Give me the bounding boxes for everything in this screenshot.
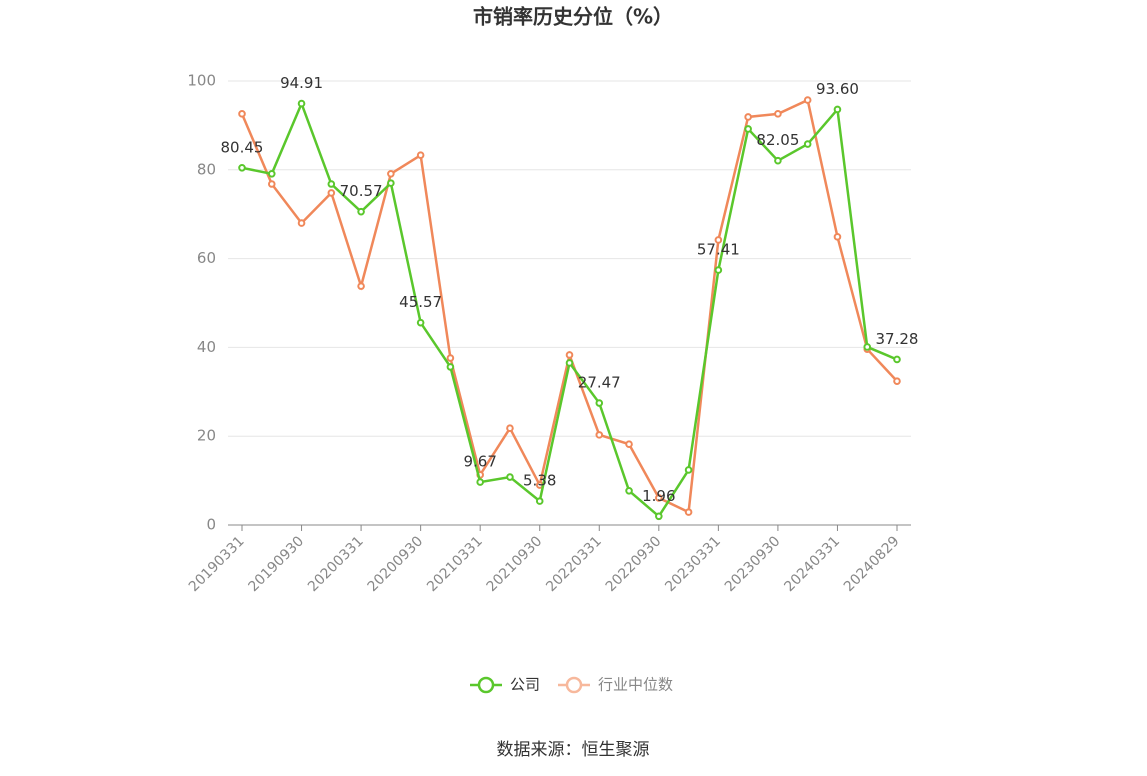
- x-tick-label: 20210331: [424, 533, 486, 595]
- data-label: 82.05: [756, 131, 799, 149]
- legend-item: 公司: [470, 676, 540, 694]
- x-tick-label: 20220930: [603, 533, 665, 595]
- legend-label: 公司: [510, 676, 540, 694]
- legend-label: 行业中位数: [598, 676, 673, 694]
- data-label: 1.96: [642, 487, 675, 505]
- x-tick-label: 20240331: [781, 533, 843, 595]
- data-label: 5.38: [523, 472, 556, 490]
- source: 数据来源：恒生聚源: [497, 740, 650, 760]
- series-line: [241, 100, 898, 519]
- x-tick-label: 20240829: [841, 533, 903, 595]
- data-label: 94.91: [280, 74, 323, 92]
- data-point: [625, 487, 633, 495]
- y-tick-label: 100: [187, 72, 216, 90]
- x-tick-label: 20210930: [484, 533, 546, 595]
- chart-title: 市销率历史分位（%）: [473, 5, 673, 29]
- data-point: [744, 125, 752, 133]
- data-point: [893, 355, 901, 364]
- data-point: [565, 359, 574, 367]
- data-point: [714, 236, 723, 244]
- data-point: [327, 189, 336, 197]
- data-point: [803, 96, 812, 104]
- data-point: [803, 140, 812, 148]
- data-point: [446, 354, 455, 362]
- data-label: 70.57: [340, 182, 383, 200]
- x-tick-label: 20200930: [365, 533, 427, 595]
- data-point: [595, 399, 604, 407]
- data-point: [416, 151, 425, 159]
- data-point: [684, 466, 693, 474]
- data-point: [744, 113, 752, 121]
- data-point: [714, 266, 723, 274]
- data-point: [357, 282, 365, 290]
- data-point: [684, 508, 693, 516]
- data-point: [893, 377, 901, 385]
- data-label: 93.60: [816, 80, 859, 98]
- data-point: [267, 169, 276, 178]
- data-point: [565, 351, 574, 359]
- data-point: [506, 473, 514, 481]
- data-point: [297, 99, 306, 108]
- data-point: [297, 219, 306, 227]
- data-point: [416, 318, 425, 327]
- data-label: 57.41: [697, 241, 740, 259]
- data-point: [833, 105, 842, 114]
- legend-item: 行业中位数: [558, 676, 673, 694]
- x-tick-label: 20190331: [186, 533, 248, 595]
- data-point: [238, 110, 246, 118]
- data-point: [387, 179, 395, 187]
- data-point: [357, 207, 365, 216]
- y-tick-label: 0: [206, 516, 216, 534]
- data-point: [595, 431, 604, 439]
- data-point: [387, 169, 395, 178]
- y-tick-label: 80: [197, 160, 216, 178]
- series-line: [240, 98, 898, 515]
- data-point: [774, 156, 782, 165]
- data-point: [535, 497, 544, 505]
- data-point: [625, 440, 633, 448]
- legend-marker: [477, 676, 495, 694]
- data-label: 45.57: [399, 293, 442, 311]
- data-point: [833, 233, 842, 241]
- x-tick-label: 20230331: [662, 533, 724, 595]
- data-point: [774, 110, 782, 118]
- data-point: [327, 180, 336, 188]
- y-tick-label: 60: [197, 249, 216, 267]
- x-tick-label: 20220331: [543, 533, 605, 595]
- data-point: [863, 343, 872, 351]
- data-point: [446, 363, 455, 371]
- legend-marker: [565, 676, 583, 694]
- x-tick-label: 20190930: [245, 533, 307, 595]
- data-label: 37.28: [876, 330, 919, 348]
- data-point: [506, 424, 514, 433]
- data-label: 9.67: [463, 453, 496, 471]
- x-tick-label: 20230930: [722, 533, 784, 595]
- data-label: 80.45: [221, 138, 264, 156]
- data-label: 27.47: [578, 374, 621, 392]
- data-point: [476, 478, 484, 486]
- x-tick-label: 20200331: [305, 533, 367, 595]
- data-point: [655, 512, 663, 521]
- data-point: [267, 180, 276, 188]
- data-point: [655, 494, 663, 502]
- y-tick-label: 40: [197, 338, 216, 356]
- data-point: [238, 164, 246, 172]
- y-tick-label: 20: [197, 427, 216, 445]
